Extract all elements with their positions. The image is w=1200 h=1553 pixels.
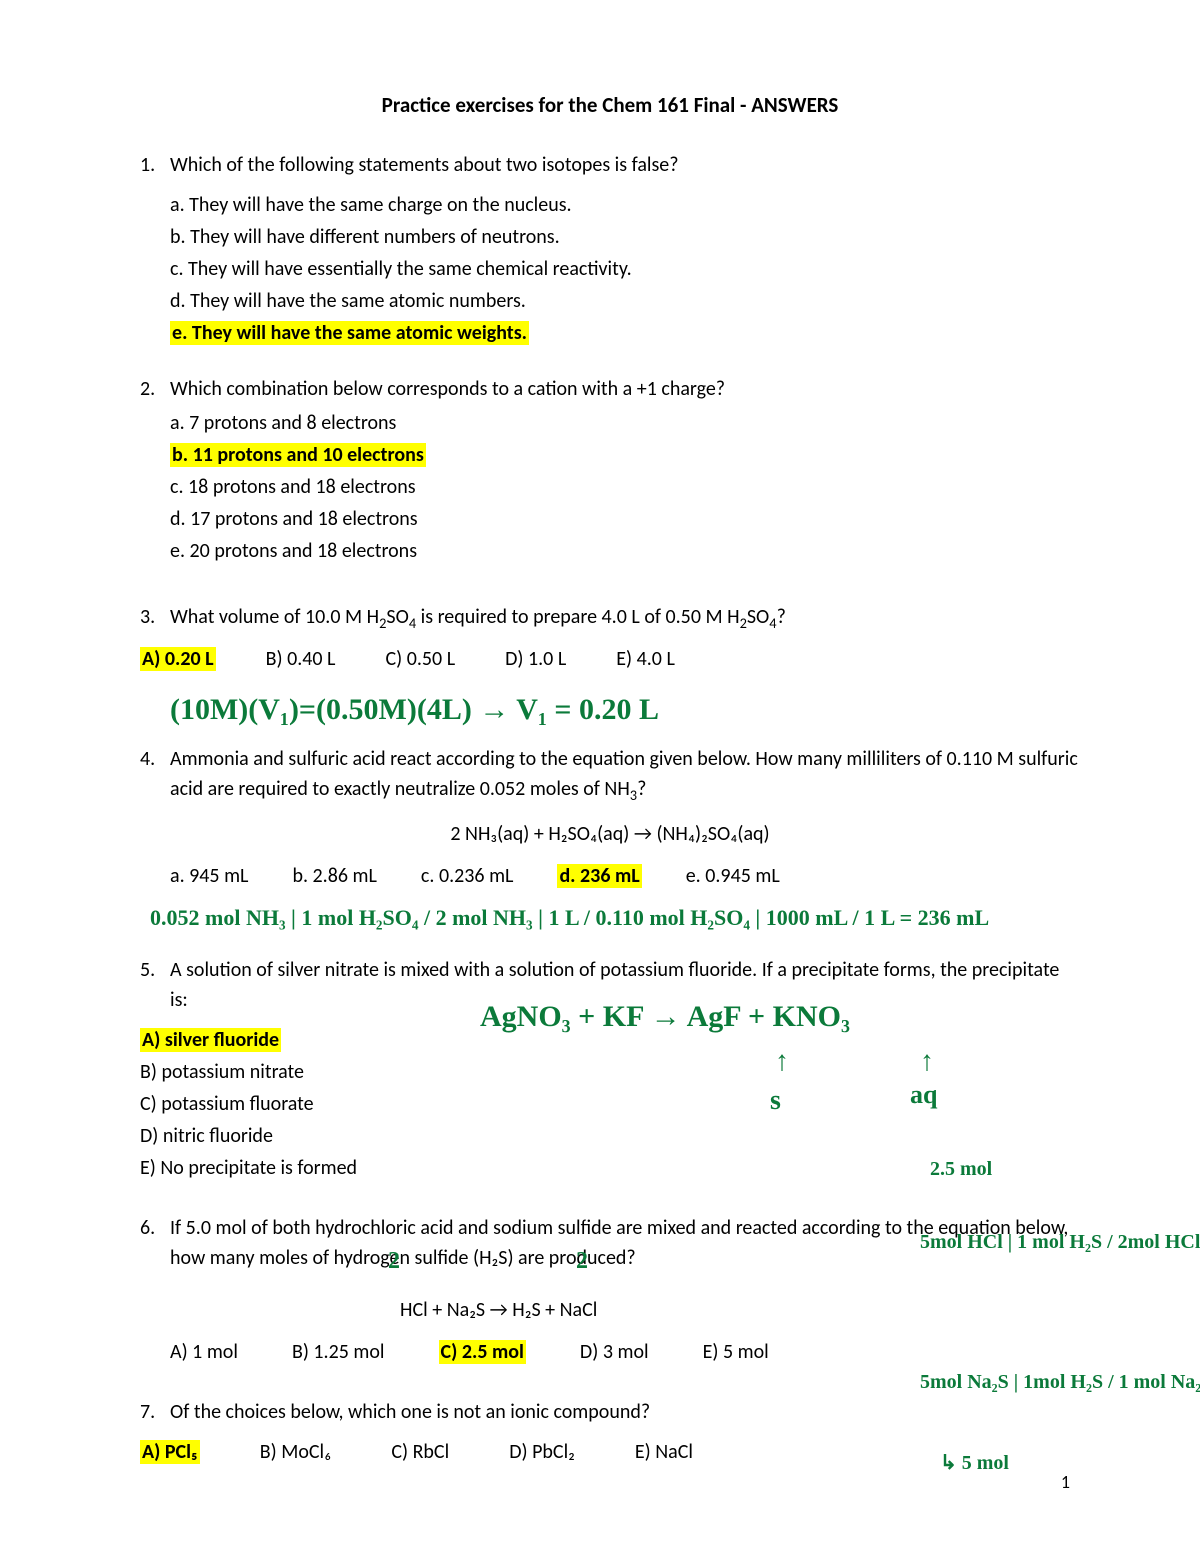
q3-work: (10M)(V₁)=(0.50M)(4L) → V₁ = 0.20 L xyxy=(170,693,659,727)
q6-eqn-pre: HCl + Na₂S → H₂S + xyxy=(400,1298,560,1322)
q5-opt-d: D) nitric fluoride xyxy=(140,1121,1080,1151)
q4-work: 0.052 mol NH₃ | 1 mol H₂SO₄ / 2 mol NH₃ … xyxy=(150,905,989,931)
q3-opt-a: A) 0.20 L xyxy=(140,647,216,671)
q6-coef1: 2 xyxy=(388,1248,400,1275)
q1-opt-b: b. They will have different numbers of n… xyxy=(170,222,1080,252)
q1-opt-c: c. They will have essentially the same c… xyxy=(170,254,1080,284)
q2-num: 2. xyxy=(140,374,170,404)
q2-opt-a: a. 7 protons and 8 electrons xyxy=(170,408,1080,438)
q4-opt-e: e. 0.945 mL xyxy=(686,861,780,891)
q3-stem-pre: What volume of 10.0 M H xyxy=(170,605,379,629)
q7-opt-d: D) PbCl₂ xyxy=(509,1437,575,1467)
q2-opt-d: d. 17 protons and 18 electrons xyxy=(170,504,1080,534)
q4-num: 4. xyxy=(140,744,170,807)
q4-equation: 2 NH₃(aq) + H₂SO₄(aq) → (NH₄)₂SO₄(aq) xyxy=(140,819,1080,849)
q4-stem-text: Ammonia and sulfuric acid react accordin… xyxy=(170,747,1078,801)
q4-opt-d: d. 236 mL xyxy=(557,864,641,888)
q6-eqn-post: NaCl xyxy=(560,1298,598,1322)
q1-opt-e: e. They will have the same atomic weight… xyxy=(170,321,529,345)
q4-opt-a: a. 945 mL xyxy=(170,861,248,891)
question-5: 5. A solution of silver nitrate is mixed… xyxy=(140,955,1080,1183)
q3-opt-e: E) 4.0 L xyxy=(616,644,675,674)
q1-opt-d: d. They will have the same atomic number… xyxy=(170,286,1080,316)
q7-work1: 5mol Na₂S | 1mol H₂S / 1 mol Na₂S xyxy=(920,1370,1200,1394)
q7-num: 7. xyxy=(140,1397,170,1427)
q4-opt-b: b. 2.86 mL xyxy=(292,861,376,891)
q4-stem: Ammonia and sulfuric acid react accordin… xyxy=(170,744,1080,807)
q5-s: s xyxy=(770,1085,781,1117)
q6-opt-c: C) 2.5 mol xyxy=(439,1340,526,1364)
q6-work-top: 2.5 mol xyxy=(930,1158,992,1181)
q2-stem: Which combination below corresponds to a… xyxy=(170,374,1080,404)
page: Practice exercises for the Chem 161 Fina… xyxy=(0,0,1200,1533)
q7-work2: ↳ 5 mol xyxy=(940,1450,1009,1475)
q2-opt-e: e. 20 protons and 18 electrons xyxy=(170,536,1080,566)
q5-work: AgNO₃ + KF → AgF + KNO₃ xyxy=(480,1000,850,1034)
q6-opt-d: D) 3 mol xyxy=(580,1337,649,1367)
q6-num: 6. xyxy=(140,1213,170,1273)
q5-aq: aq xyxy=(910,1080,937,1110)
q6-equation: HCl + Na₂S → H₂S + NaCl xyxy=(400,1295,597,1325)
q1-opt-a: a. They will have the same charge on the… xyxy=(170,190,1080,220)
q3-opt-d: D) 1.0 L xyxy=(505,644,566,674)
q3-opt-c: C) 0.50 L xyxy=(385,644,455,674)
question-4: 4. Ammonia and sulfuric acid react accor… xyxy=(140,744,1080,929)
q7-opt-c: C) RbCl xyxy=(391,1437,449,1467)
q5-arrow1: ↑ xyxy=(775,1046,789,1078)
q5-opt-a: A) silver fluoride xyxy=(140,1028,281,1052)
page-number: 1 xyxy=(1061,1471,1070,1493)
q1-stem: Which of the following statements about … xyxy=(170,150,1080,180)
q7-opt-a: A) PCl₅ xyxy=(140,1440,200,1464)
q7-opt-e: E) NaCl xyxy=(635,1437,693,1467)
q3-stem-end: ? xyxy=(777,605,786,629)
question-1: 1. Which of the following statements abo… xyxy=(140,150,1080,348)
q6-opt-b: B) 1.25 mol xyxy=(292,1337,385,1367)
q3-stem-mid: SO xyxy=(386,605,408,629)
q3-stem: What volume of 10.0 M H2SO4 is required … xyxy=(170,602,1080,635)
q4-stem-end: ? xyxy=(637,777,646,801)
q2-opt-c: c. 18 protons and 18 electrons xyxy=(170,472,1080,502)
q4-opt-c: c. 0.236 mL xyxy=(421,861,514,891)
q6-opt-e: E) 5 mol xyxy=(703,1337,769,1367)
q6-coef2: 2 xyxy=(576,1248,588,1275)
q6-work: 5mol HCl | 1 mol H₂S / 2mol HCl xyxy=(920,1230,1200,1254)
question-2: 2. Which combination below corresponds t… xyxy=(140,374,1080,566)
q6-opt-a: A) 1 mol xyxy=(170,1337,238,1367)
q5-opt-c: C) potassium fluorate xyxy=(140,1089,1080,1119)
q5-opt-b: B) potassium nitrate xyxy=(140,1057,1080,1087)
q2-opt-b: b. 11 protons and 10 electrons xyxy=(170,443,426,467)
page-title: Practice exercises for the Chem 161 Fina… xyxy=(140,90,1080,122)
q3-num: 3. xyxy=(140,602,170,635)
q7-opt-b: B) MoCl₆ xyxy=(260,1437,332,1467)
q7-stem: Of the choices below, which one is not a… xyxy=(170,1397,1080,1427)
q5-arrow2: ↑ xyxy=(920,1046,934,1078)
q3-opt-b: B) 0.40 L xyxy=(266,644,336,674)
q3-stem-post: is required to prepare 4.0 L of 0.50 M H xyxy=(416,605,739,629)
q1-num: 1. xyxy=(140,150,170,180)
q5-num: 5. xyxy=(140,955,170,1015)
question-7: 7. Of the choices below, which one is no… xyxy=(140,1397,1080,1467)
